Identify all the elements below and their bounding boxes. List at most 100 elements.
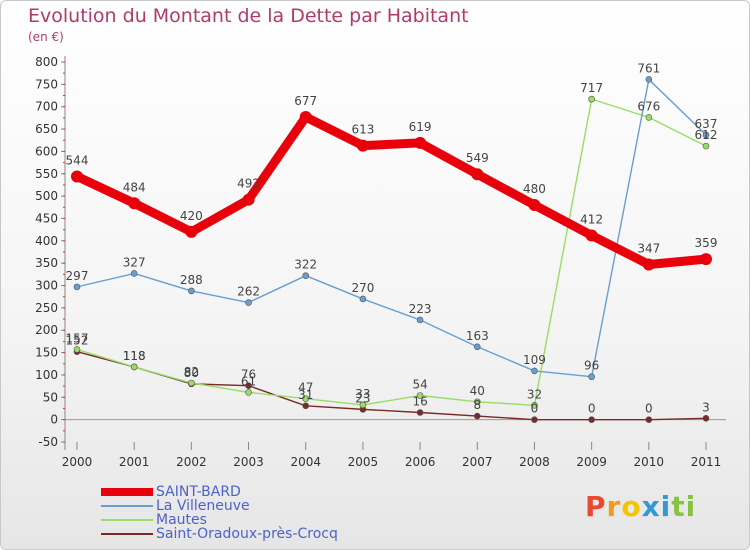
data-label-la-villeneuve: 163	[466, 329, 489, 343]
data-label-saint-oradoux-pr-s-crocq: 8	[473, 398, 481, 412]
data-label-la-villeneuve: 96	[584, 359, 599, 373]
data-label-saint-oradoux-pr-s-crocq: 16	[412, 394, 427, 408]
data-point-la-villeneuve	[702, 131, 710, 139]
data-point-mautes	[130, 363, 138, 371]
logo-letter: i	[685, 490, 697, 523]
data-point-saint-oradoux-pr-s-crocq	[302, 402, 310, 410]
x-tick-label: 2002	[176, 455, 207, 469]
data-label-saint-oradoux-pr-s-crocq: 118	[123, 349, 146, 363]
data-point-saint-bard	[185, 225, 198, 238]
y-tick-label: 650	[35, 122, 58, 136]
x-tick-label: 2010	[634, 455, 665, 469]
data-point-la-villeneuve	[188, 287, 195, 295]
data-point-mautes	[245, 389, 252, 396]
data-label-saint-oradoux-pr-s-crocq: 80	[184, 366, 199, 380]
logo-letter: o	[621, 490, 642, 523]
proxiti-logo: Proxiti	[585, 490, 696, 523]
data-label-la-villeneuve: 109	[523, 353, 546, 367]
logo-letter: i	[660, 490, 672, 523]
data-label-la-villeneuve: 761	[637, 61, 660, 75]
data-label-mautes: 157	[66, 331, 89, 345]
data-label-saint-bard: 484	[123, 180, 146, 194]
data-point-saint-bard	[528, 199, 541, 212]
data-label-saint-bard: 412	[580, 212, 603, 226]
data-label-saint-bard: 677	[294, 94, 317, 108]
legend-label: Saint-Oradoux-près-Crocq	[156, 526, 338, 542]
data-label-saint-oradoux-pr-s-crocq: 31	[298, 388, 313, 402]
data-label-saint-oradoux-pr-s-crocq: 0	[588, 402, 596, 416]
data-label-mautes: 33	[355, 387, 370, 401]
y-tick-label: 700	[35, 100, 58, 114]
data-label-la-villeneuve: 297	[66, 269, 89, 283]
data-label-mautes: 40	[470, 384, 485, 398]
data-label-la-villeneuve: 322	[294, 258, 317, 272]
data-point-saint-bard	[299, 110, 312, 123]
data-label-saint-bard: 420	[180, 209, 203, 223]
legend-swatch	[101, 505, 153, 507]
y-tick-label: 150	[35, 346, 58, 360]
y-tick-label: 300	[35, 279, 58, 293]
y-tick-label: 450	[35, 211, 58, 225]
x-tick-label: 2000	[62, 455, 93, 469]
data-point-saint-oradoux-pr-s-crocq	[473, 412, 481, 420]
data-label-mautes: 612	[695, 128, 718, 142]
y-tick-label: 200	[35, 323, 58, 337]
data-label-mautes: 61	[241, 374, 256, 388]
data-label-saint-bard: 613	[351, 123, 374, 137]
data-label-saint-bard: 480	[523, 182, 546, 196]
y-tick-label: 100	[35, 368, 58, 382]
chart-title: Evolution du Montant de la Dette par Hab…	[28, 5, 469, 27]
data-point-saint-bard	[585, 229, 598, 242]
data-label-mautes: 47	[298, 381, 313, 395]
legend-swatch	[101, 488, 153, 496]
data-point-saint-bard	[242, 193, 255, 206]
y-tick-label: 500	[35, 189, 58, 203]
data-label-saint-bard: 544	[66, 153, 89, 167]
data-label-saint-oradoux-pr-s-crocq: 152	[66, 334, 89, 348]
series-line-saint-oradoux-pr-s-crocq	[76, 350, 707, 421]
data-point-mautes	[416, 392, 424, 399]
data-label-saint-oradoux-pr-s-crocq: 3	[702, 400, 710, 414]
data-point-mautes	[588, 95, 595, 103]
data-label-saint-bard: 347	[637, 242, 660, 256]
data-point-saint-oradoux-pr-s-crocq	[702, 415, 710, 422]
data-label-mautes: 118	[123, 349, 146, 363]
data-label-saint-bard: 359	[695, 236, 718, 250]
data-point-mautes	[473, 398, 481, 406]
data-point-mautes	[531, 402, 538, 409]
legend-label: Mautes	[156, 512, 207, 528]
data-point-mautes	[359, 401, 367, 409]
y-tick-label: 250	[35, 301, 58, 315]
data-point-saint-bard	[642, 258, 655, 271]
data-point-la-villeneuve	[130, 270, 138, 277]
y-tick-label: 750	[35, 77, 58, 91]
logo-letter: x	[641, 490, 661, 523]
data-label-saint-oradoux-pr-s-crocq: 76	[241, 368, 256, 382]
data-label-la-villeneuve: 327	[123, 255, 146, 269]
data-label-mautes: 717	[580, 81, 603, 95]
data-label-saint-bard: 619	[409, 120, 432, 134]
data-point-la-villeneuve	[359, 295, 367, 303]
data-point-mautes	[645, 114, 653, 121]
data-label-mautes: 676	[637, 99, 660, 113]
data-point-mautes	[302, 395, 310, 402]
data-point-saint-bard	[471, 168, 484, 181]
logo-letter: r	[606, 490, 622, 523]
data-point-la-villeneuve	[416, 316, 424, 324]
x-tick-label: 2006	[405, 455, 436, 469]
data-point-la-villeneuve	[645, 76, 653, 83]
x-tick-label: 2009	[576, 455, 607, 469]
y-tick-label: 800	[35, 55, 58, 69]
data-point-la-villeneuve	[588, 373, 595, 381]
x-tick-label: 2007	[462, 455, 493, 469]
data-point-la-villeneuve	[531, 367, 538, 375]
data-point-saint-bard	[128, 197, 141, 210]
data-point-saint-oradoux-pr-s-crocq	[416, 409, 424, 416]
x-tick-label: 2004	[290, 455, 321, 469]
x-tick-label: 2008	[519, 455, 550, 469]
legend-label: La Villeneuve	[156, 498, 250, 514]
data-point-saint-bard	[414, 136, 427, 149]
x-tick-label: 2005	[348, 455, 379, 469]
data-point-saint-oradoux-pr-s-crocq	[531, 416, 538, 423]
data-point-la-villeneuve	[245, 299, 252, 306]
